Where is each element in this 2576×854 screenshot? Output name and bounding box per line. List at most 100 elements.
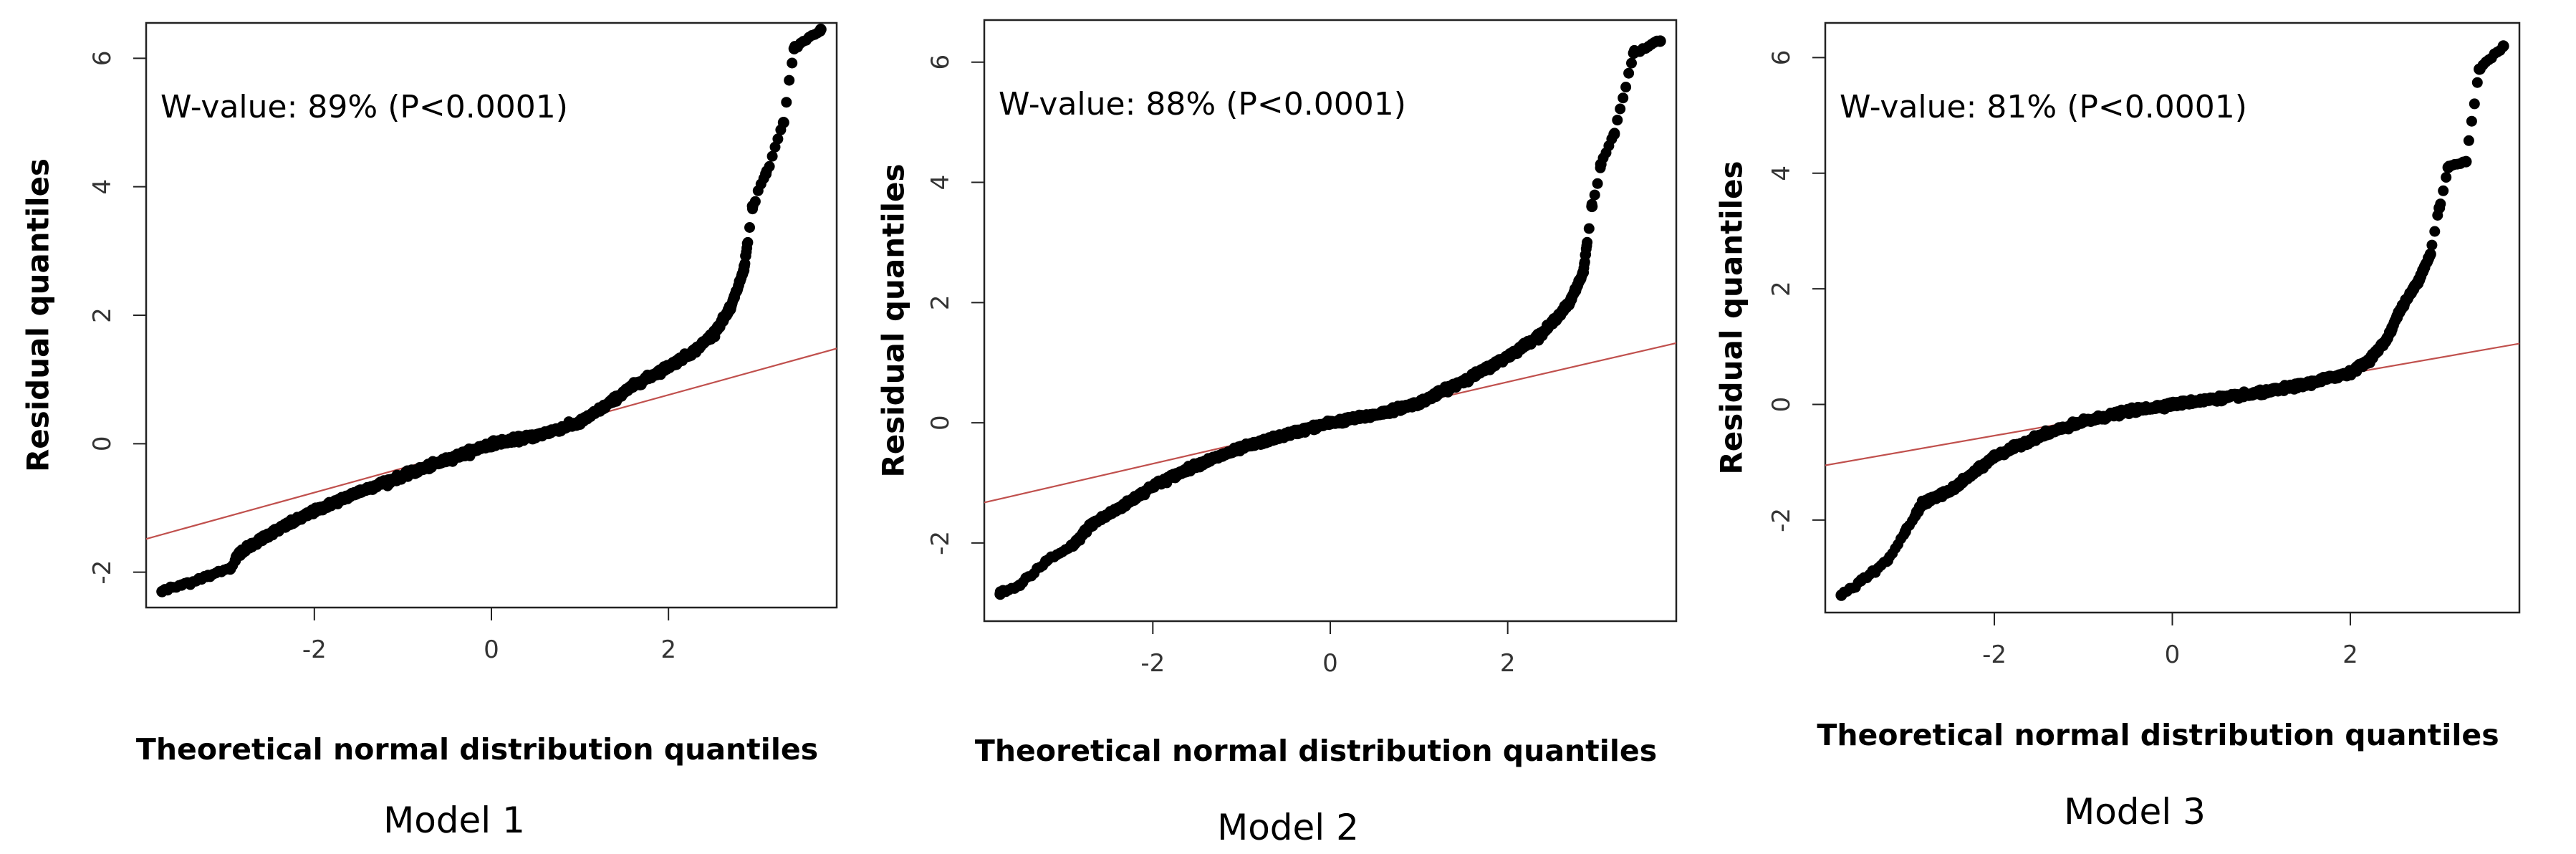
w-value-annotation: W-value: 88% (P<0.0001) <box>999 86 1406 123</box>
y-tick-label: 6 <box>1767 50 1796 66</box>
qq-point <box>1583 223 1595 234</box>
qq-point <box>2429 226 2441 237</box>
qq-point <box>1147 480 1159 492</box>
qq-point <box>352 486 365 498</box>
qq-point <box>2380 335 2392 347</box>
qq-point <box>529 430 542 442</box>
qq-point <box>2441 172 2452 183</box>
y-axis-title: Residual quantiles <box>1714 160 1749 474</box>
qq-point <box>2460 155 2472 168</box>
qq-point <box>1120 498 1133 510</box>
qq-points <box>156 24 827 598</box>
qq-point <box>2166 398 2178 411</box>
qq-point <box>627 380 639 392</box>
qq-point <box>772 133 784 145</box>
y-tick-label: -2 <box>1767 508 1796 532</box>
y-tick-label: -2 <box>88 560 117 585</box>
qq-point <box>760 168 772 180</box>
qq-point <box>707 328 719 340</box>
w-value-annotation: W-value: 89% (P<0.0001) <box>160 89 568 125</box>
qq-point <box>1191 459 1203 471</box>
qq-point <box>788 42 800 54</box>
qq-point <box>1325 417 1336 429</box>
qq-point <box>1971 465 1983 477</box>
qq-point <box>814 24 827 35</box>
qq-point <box>1537 327 1549 339</box>
x-tick-label: 0 <box>1322 649 1338 678</box>
qq-point <box>2463 135 2474 146</box>
qq-point <box>1917 496 1929 509</box>
qq-point <box>264 527 276 539</box>
qq-point <box>1067 540 1079 552</box>
qq-point <box>1899 526 1911 537</box>
x-axis-title: Theoretical normal distribution quantile… <box>975 734 1657 768</box>
qq-point <box>2424 248 2436 260</box>
qq-point <box>2299 378 2312 390</box>
qq-point <box>2438 185 2449 196</box>
qq-point <box>2255 387 2267 399</box>
qq-point <box>2033 430 2045 442</box>
qq-point <box>2077 416 2090 428</box>
qq-point <box>689 345 701 357</box>
x-axis-title: Theoretical normal distribution quantile… <box>136 732 818 767</box>
qq-point <box>1628 47 1640 59</box>
qq-point <box>2362 355 2374 367</box>
qq-point <box>1582 236 1593 248</box>
qq-point <box>1501 350 1514 363</box>
qq-point <box>486 438 497 450</box>
qq-point <box>2393 306 2406 318</box>
qq-panel-3: -2 0 2 -2 0 2 4 6 Residual quantiles Theoretical … <box>1714 21 2521 833</box>
y-tick-label: 6 <box>88 50 117 66</box>
qq-point <box>1564 297 1576 309</box>
qq-point <box>2442 161 2454 173</box>
qq-point <box>202 570 214 582</box>
qq-point <box>2471 77 2483 88</box>
qq-point <box>1014 579 1026 591</box>
y-tick-label: 6 <box>926 54 955 70</box>
x-tick-label: 2 <box>660 635 676 664</box>
qq-point <box>156 585 168 598</box>
qq-point <box>224 563 236 575</box>
qq-point <box>742 236 754 248</box>
y-tick-label: 2 <box>926 295 955 311</box>
qq-point <box>1475 365 1487 378</box>
qq-point <box>2122 406 2134 418</box>
x-tick-label: -2 <box>1982 640 2007 669</box>
qq-point <box>233 547 245 559</box>
qq-point <box>1989 451 2000 463</box>
qq-point <box>1586 201 1598 213</box>
qq-point <box>1654 35 1666 47</box>
qq-point <box>1085 519 1097 531</box>
model-caption: Model 2 <box>1217 807 1359 848</box>
qq-point <box>1608 128 1620 140</box>
qq-point <box>1280 428 1292 441</box>
y-tick-label: 0 <box>926 415 955 431</box>
qq-point <box>1612 115 1623 126</box>
qq-point <box>777 117 789 128</box>
x-tick-label: 0 <box>484 635 499 664</box>
y-tick-label: 0 <box>1767 397 1796 413</box>
y-tick-label: 4 <box>88 179 117 195</box>
w-value-annotation: W-value: 81% (P<0.0001) <box>1840 89 2247 125</box>
y-tick-label: 0 <box>88 436 117 452</box>
qq-point <box>1855 575 1867 587</box>
qq-point <box>2474 63 2486 75</box>
y-tick-label: 4 <box>1767 165 1796 181</box>
qq-point <box>787 57 798 69</box>
qq-point <box>2433 202 2446 214</box>
qq-point <box>1413 397 1425 409</box>
qq-point <box>2466 115 2477 127</box>
qq-point <box>176 579 188 591</box>
qq-point <box>1882 555 1893 567</box>
qq-point <box>1618 92 1629 104</box>
qq-point <box>1040 555 1052 567</box>
qq-point <box>574 416 586 428</box>
model-caption: Model 1 <box>383 800 525 841</box>
y-axis-title: Residual quantiles <box>21 158 56 472</box>
qq-point <box>397 470 409 482</box>
qq-point <box>1589 189 1600 201</box>
qq-point <box>308 505 320 517</box>
y-tick-label: 2 <box>1767 281 1796 297</box>
qq-point <box>1592 178 1603 189</box>
